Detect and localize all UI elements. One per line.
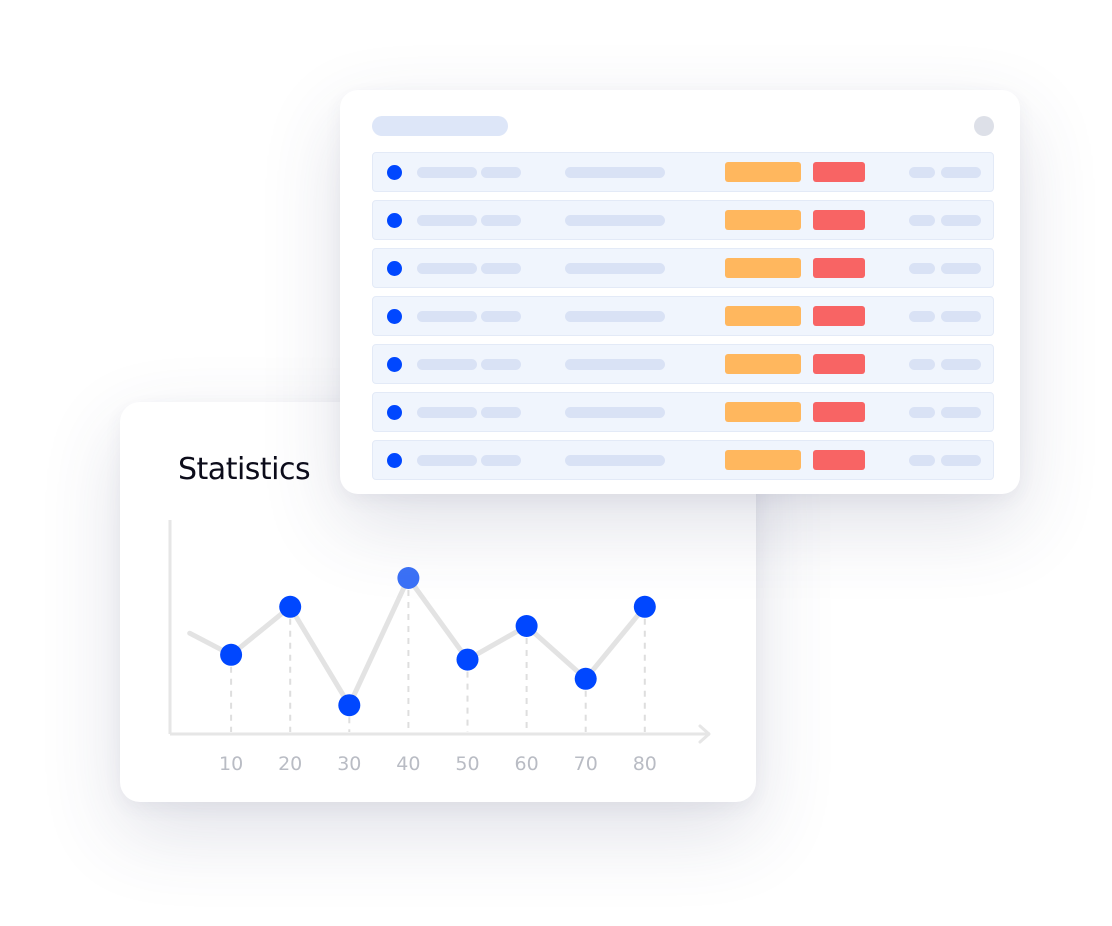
x-tick-label-80: 80 bbox=[633, 753, 657, 775]
series-line bbox=[187, 575, 648, 708]
line-chart: 10 20 30 40 50 60 70 80 bbox=[168, 520, 711, 775]
x-tick-labels: 10 20 30 40 50 60 70 80 bbox=[219, 753, 657, 775]
status-badge-red bbox=[813, 402, 865, 422]
row-text-placeholder-4 bbox=[909, 407, 935, 418]
chart-points bbox=[220, 567, 656, 717]
table-header-placeholder bbox=[372, 116, 508, 136]
status-badge-red bbox=[813, 210, 865, 230]
data-point-30[interactable] bbox=[338, 694, 361, 717]
row-text-placeholder-2 bbox=[481, 167, 521, 178]
status-badge-orange bbox=[725, 450, 801, 470]
x-axis-arrow-icon bbox=[698, 724, 711, 744]
data-point-60[interactable] bbox=[515, 615, 538, 637]
row-text-placeholder-2 bbox=[481, 359, 521, 370]
row-text-placeholder-2 bbox=[481, 215, 521, 226]
status-badge-orange bbox=[725, 162, 801, 182]
status-badge-red bbox=[813, 354, 865, 374]
status-dot-icon bbox=[387, 453, 402, 468]
status-dot-icon bbox=[387, 213, 402, 228]
table-menu-icon[interactable] bbox=[974, 116, 994, 136]
chart-series bbox=[187, 575, 648, 708]
table-row[interactable] bbox=[372, 248, 994, 288]
row-text-placeholder-1 bbox=[417, 359, 477, 370]
row-text-placeholder-5 bbox=[941, 311, 981, 322]
status-badge-red bbox=[813, 258, 865, 278]
row-text-placeholder-3 bbox=[565, 167, 665, 178]
status-badge-red bbox=[813, 162, 865, 182]
row-text-placeholder-2 bbox=[481, 407, 521, 418]
table-row[interactable] bbox=[372, 296, 994, 336]
data-point-70[interactable] bbox=[574, 667, 597, 690]
row-text-placeholder-2 bbox=[481, 311, 521, 322]
row-text-placeholder-5 bbox=[941, 359, 981, 370]
row-text-placeholder-1 bbox=[417, 263, 477, 274]
row-text-placeholder-5 bbox=[941, 167, 981, 178]
status-dot-icon bbox=[387, 309, 402, 324]
row-text-placeholder-4 bbox=[909, 215, 935, 226]
row-text-placeholder-3 bbox=[565, 215, 665, 226]
row-text-placeholder-2 bbox=[481, 263, 521, 274]
x-tick-label-30: 30 bbox=[337, 753, 361, 775]
status-dot-icon bbox=[387, 165, 402, 180]
row-text-placeholder-1 bbox=[417, 215, 477, 226]
data-point-80[interactable] bbox=[633, 595, 656, 618]
chart-guides bbox=[230, 578, 646, 732]
status-dot-icon bbox=[387, 261, 402, 276]
x-tick-label-70: 70 bbox=[574, 753, 598, 775]
row-text-placeholder-1 bbox=[417, 455, 477, 466]
row-text-placeholder-1 bbox=[417, 167, 477, 178]
status-badge-orange bbox=[725, 306, 801, 326]
status-badge-red bbox=[813, 450, 865, 470]
row-text-placeholder-2 bbox=[481, 455, 521, 466]
row-text-placeholder-5 bbox=[941, 215, 981, 226]
row-text-placeholder-4 bbox=[909, 167, 935, 178]
row-text-placeholder-5 bbox=[941, 263, 981, 274]
table-row[interactable] bbox=[372, 392, 994, 432]
row-text-placeholder-3 bbox=[565, 263, 665, 274]
chart-axes bbox=[168, 520, 711, 744]
table-row[interactable] bbox=[372, 344, 994, 384]
row-text-placeholder-3 bbox=[565, 359, 665, 370]
row-text-placeholder-4 bbox=[909, 359, 935, 370]
row-text-placeholder-3 bbox=[565, 407, 665, 418]
chart-title: Statistics bbox=[178, 452, 311, 487]
status-badge-red bbox=[813, 306, 865, 326]
row-text-placeholder-5 bbox=[941, 407, 981, 418]
status-dot-icon bbox=[387, 405, 402, 420]
row-text-placeholder-5 bbox=[941, 455, 981, 466]
data-point-50[interactable] bbox=[456, 648, 479, 671]
row-text-placeholder-1 bbox=[417, 311, 477, 322]
row-text-placeholder-1 bbox=[417, 407, 477, 418]
status-badge-orange bbox=[725, 258, 801, 278]
x-tick-label-20: 20 bbox=[278, 753, 302, 775]
row-text-placeholder-4 bbox=[909, 263, 935, 274]
row-text-placeholder-3 bbox=[565, 311, 665, 322]
data-point-10[interactable] bbox=[220, 643, 243, 666]
row-text-placeholder-3 bbox=[565, 455, 665, 466]
table-row[interactable] bbox=[372, 152, 994, 192]
data-point-20[interactable] bbox=[279, 595, 302, 618]
status-badge-orange bbox=[725, 402, 801, 422]
table-row[interactable] bbox=[372, 440, 994, 480]
table-card bbox=[340, 90, 1020, 494]
row-text-placeholder-4 bbox=[909, 311, 935, 322]
table-body bbox=[372, 152, 994, 488]
x-tick-label-60: 60 bbox=[515, 753, 539, 775]
x-tick-label-40: 40 bbox=[396, 753, 420, 775]
x-tick-label-50: 50 bbox=[455, 753, 479, 775]
x-tick-label-10: 10 bbox=[219, 753, 243, 775]
data-point-40[interactable] bbox=[397, 567, 420, 589]
status-badge-orange bbox=[725, 210, 801, 230]
row-text-placeholder-4 bbox=[909, 455, 935, 466]
table-row[interactable] bbox=[372, 200, 994, 240]
status-badge-orange bbox=[725, 354, 801, 374]
status-dot-icon bbox=[387, 357, 402, 372]
